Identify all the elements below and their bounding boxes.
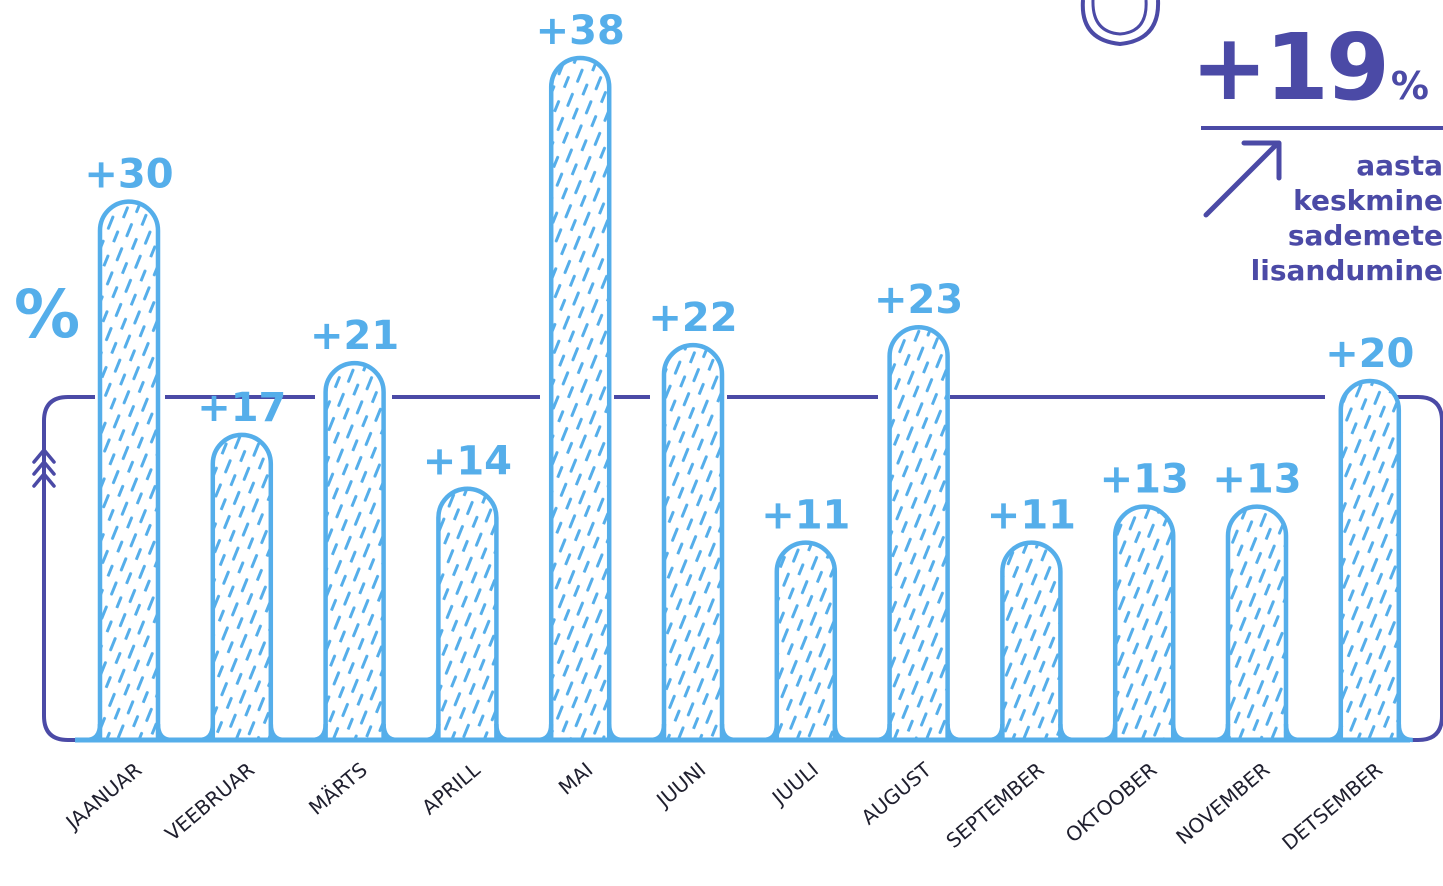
- decorations: [32, 0, 1443, 488]
- bar-oktoober: [1112, 504, 1176, 743]
- value-label: +23: [874, 277, 963, 323]
- month-label: MAI: [554, 757, 598, 799]
- value-label: +17: [197, 385, 286, 431]
- caption-line: sademete: [1287, 219, 1443, 252]
- axis-unit-label: %: [14, 276, 81, 353]
- bar-juuli: [774, 540, 838, 743]
- month-label: JUULI: [766, 757, 823, 810]
- caption-line: lisandumine: [1250, 254, 1443, 287]
- month-label: DETSEMBER: [1277, 757, 1387, 855]
- caption-line: keskmine: [1293, 184, 1443, 217]
- bar-märts: [323, 360, 386, 743]
- value-label: +11: [761, 493, 850, 539]
- value-label: +21: [310, 313, 399, 359]
- bar-aprill: [436, 486, 499, 743]
- value-label: +11: [987, 493, 1076, 539]
- month-label: JAANUAR: [60, 757, 146, 835]
- summary-value-unit: %: [1390, 64, 1429, 108]
- annual-summary-value: +19%: [1191, 22, 1429, 114]
- value-labels: +30 +17 +21 +14 +38 +22 +11 +23 +11 +13 +13 +20: [84, 8, 1414, 539]
- circle-emblem-icon: [1080, 0, 1161, 47]
- bar-jaanuar: [97, 199, 161, 743]
- month-label: APRILL: [417, 757, 485, 820]
- bar-september: [1000, 540, 1063, 743]
- value-label: +14: [423, 439, 512, 485]
- bars: [75, 55, 1413, 743]
- emblem-outer-ring: [1080, 0, 1161, 47]
- bar-juuni: [661, 342, 725, 743]
- month-label: AUGUST: [857, 757, 937, 829]
- bar-november: [1225, 504, 1289, 743]
- value-label: +13: [1212, 457, 1301, 503]
- value-label: +30: [84, 152, 173, 198]
- value-label: +13: [1100, 457, 1189, 503]
- value-label: +38: [536, 8, 625, 54]
- summary-value-number: +19: [1190, 14, 1390, 121]
- month-label: OKTOOBER: [1061, 757, 1162, 847]
- emblem-inner-ring: [1091, 0, 1148, 36]
- caption-line: aasta: [1356, 149, 1443, 182]
- value-label: +22: [648, 295, 737, 341]
- month-labels: JAANUAR VEEBRUAR MÄRTS APRILL MAI JUUNI JUULI A…: [60, 757, 1387, 855]
- month-label: SEPTEMBER: [941, 757, 1048, 852]
- arrow-shaft: [1203, 140, 1281, 218]
- annual-summary-caption: aasta keskmine sademete lisandumine: [1243, 148, 1443, 288]
- month-label: NOVEMBER: [1171, 757, 1274, 849]
- month-label: MÄRTS: [304, 757, 372, 819]
- arrow-up-right-icon: [1203, 140, 1282, 218]
- month-label: VEEBRUAR: [160, 757, 259, 845]
- value-label: +20: [1325, 331, 1414, 377]
- month-label: JUUNI: [650, 757, 710, 813]
- bar-august: [887, 325, 950, 743]
- arrow-head: [1241, 140, 1282, 181]
- bar-mai: [548, 55, 612, 743]
- bar-veebruar: [210, 432, 274, 743]
- triple-chevron-up-icon: [32, 447, 56, 488]
- bar-detsember: [1338, 378, 1402, 743]
